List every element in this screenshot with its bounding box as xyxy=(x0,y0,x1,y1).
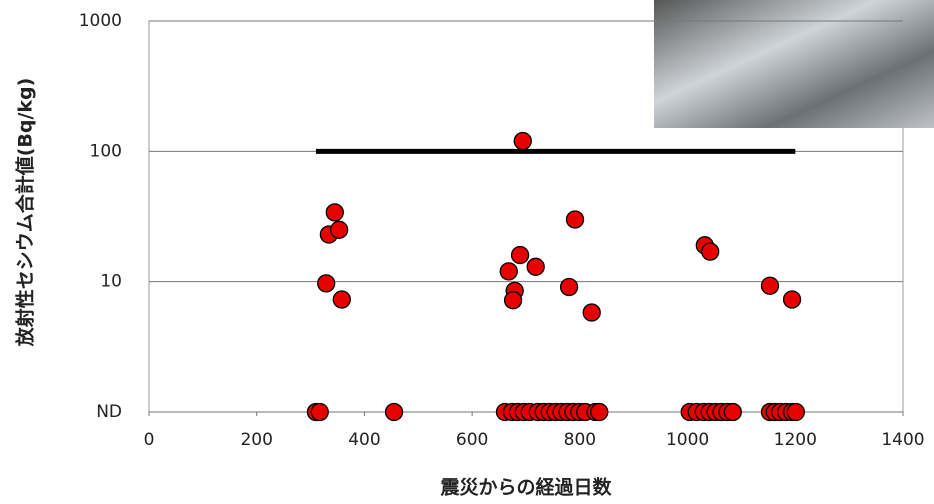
data-point xyxy=(526,257,545,276)
data-point xyxy=(329,220,349,239)
data-point xyxy=(317,274,336,293)
data-point xyxy=(559,277,579,297)
data-point xyxy=(513,131,532,151)
y-tick-label: 100 xyxy=(90,141,122,161)
data-point xyxy=(786,402,805,422)
data-point xyxy=(782,290,802,309)
y-tick-label: 1000 xyxy=(79,11,122,31)
data-point xyxy=(510,245,530,265)
x-tick-label: 0 xyxy=(144,430,155,450)
data-point xyxy=(590,402,609,422)
data-point xyxy=(582,303,601,322)
x-tick-label: 400 xyxy=(348,430,380,450)
data-point xyxy=(325,203,344,222)
data-point xyxy=(384,402,404,422)
x-axis-title: 震災からの経過日数 xyxy=(440,476,612,499)
y-tick-label: ND xyxy=(96,402,122,422)
data-point xyxy=(723,402,742,422)
data-point xyxy=(310,402,329,422)
x-tick-label: 1400 xyxy=(881,430,924,450)
y-axis-title: 放射性セシウム合計値(Bq/kg) xyxy=(14,78,37,348)
data-point xyxy=(760,276,780,295)
data-point xyxy=(332,290,351,309)
fish-photo xyxy=(654,0,934,128)
x-tick-label: 600 xyxy=(456,430,488,450)
x-tick-label: 1000 xyxy=(666,430,709,450)
x-tick-label: 800 xyxy=(564,430,596,450)
data-point xyxy=(701,242,720,261)
x-tick-label: 200 xyxy=(240,430,272,450)
data-point xyxy=(499,262,518,281)
data-point xyxy=(503,291,523,310)
x-tick-label: 1200 xyxy=(774,430,817,450)
data-point xyxy=(565,210,585,229)
y-tick-label: 10 xyxy=(100,272,122,292)
